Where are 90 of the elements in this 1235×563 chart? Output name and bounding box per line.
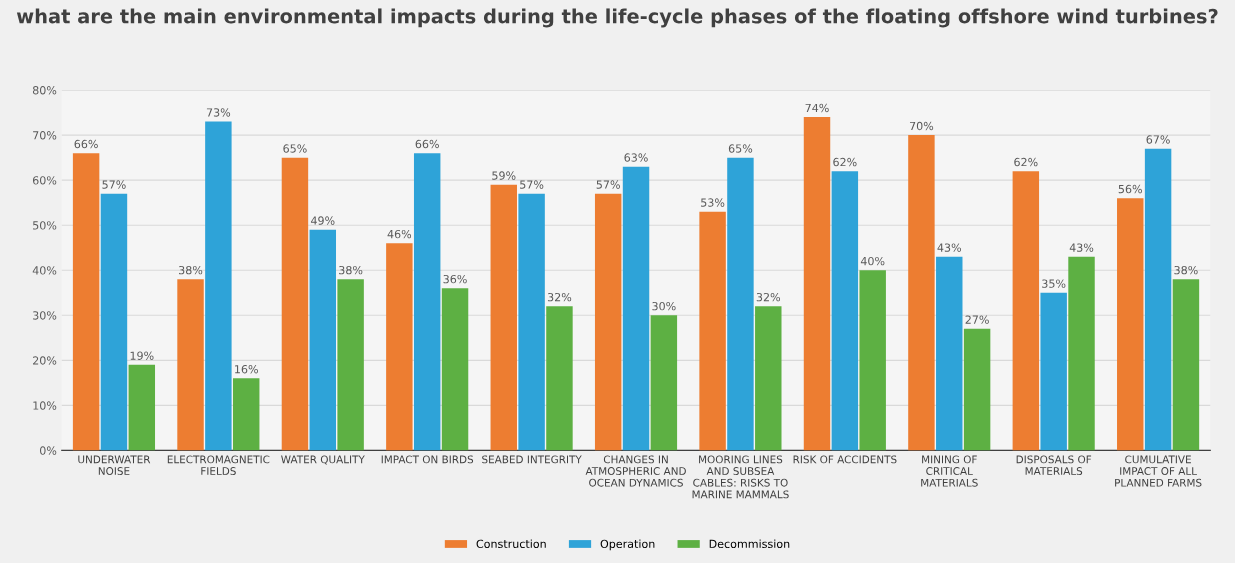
data-label: 16% — [235, 365, 258, 374]
data-label: 40% — [860, 256, 885, 266]
legend-label: Construction — [476, 539, 546, 549]
x-tick-label: CHANGES IN ATMOSPHERIC AND OCEAN DYNAMICS — [585, 455, 686, 487]
data-label: 67% — [1146, 135, 1170, 144]
x-tick-label: ELECTROMAGNETIC FIELDS — [167, 455, 270, 475]
data-label: 32% — [756, 292, 781, 302]
bar — [177, 279, 204, 451]
bar — [100, 193, 128, 451]
x-tick-label: MOORING LINES AND SUBSEA CABLES: RISKS TO MARINE MAMMALS — [692, 455, 789, 499]
y-tick-label: 20% — [33, 356, 57, 365]
bar — [594, 193, 622, 451]
bar — [1144, 148, 1172, 451]
data-label: 62% — [1014, 157, 1038, 167]
data-label: 66% — [74, 139, 98, 149]
bar — [546, 306, 573, 451]
legend-label: Decommission — [709, 539, 790, 549]
data-label: 30% — [652, 301, 676, 311]
bar — [337, 279, 364, 451]
bar — [803, 117, 831, 451]
data-label: 38% — [339, 265, 363, 275]
legend-label: Operation — [600, 539, 655, 551]
y-tick-label: 30% — [33, 311, 57, 320]
data-label: 63% — [624, 153, 648, 162]
data-label: 57% — [596, 180, 620, 189]
chart-title: what are the main environmental impacts during the life-cycle phases of the floating offshore wind turbines? — [16, 8, 1218, 28]
data-label: 49% — [310, 216, 335, 225]
data-label: 57% — [520, 180, 544, 189]
y-tick-label: 10% — [33, 401, 57, 410]
bar — [727, 157, 754, 451]
data-label: 57% — [102, 180, 126, 189]
bar — [1012, 171, 1040, 451]
y-tick-label: 70% — [33, 131, 57, 140]
bar — [413, 153, 441, 451]
data-label: 27% — [965, 315, 989, 324]
bar — [441, 288, 469, 451]
data-label: 65% — [728, 144, 753, 153]
data-label: 32% — [547, 292, 572, 302]
bar — [1172, 279, 1200, 451]
data-label: 46% — [387, 229, 412, 239]
bar — [72, 153, 100, 451]
bar — [309, 229, 337, 451]
data-label: 38% — [1174, 265, 1198, 275]
bar — [1040, 292, 1067, 451]
data-label: 43% — [937, 243, 961, 252]
bar — [1117, 198, 1144, 451]
bar — [755, 306, 782, 451]
bar — [831, 171, 859, 451]
x-tick-label: DISPOSALS OF MATERIALS — [1016, 455, 1092, 475]
bar — [908, 135, 935, 451]
x-tick-label: RISK OF ACCIDENTS — [793, 455, 897, 464]
y-tick-label: 80% — [32, 86, 57, 95]
data-label: 70% — [909, 121, 934, 131]
bar — [699, 211, 726, 451]
data-label: 35% — [1042, 279, 1066, 288]
data-label: 65% — [283, 144, 307, 153]
bar — [859, 270, 886, 451]
data-label: 38% — [179, 265, 203, 275]
bar — [232, 378, 260, 451]
x-tick-label: CUMULATIVE IMPACT OF ALL PLANNED FARMS — [1115, 455, 1202, 487]
x-tick-label: SEABED INTEGRITY — [482, 455, 582, 464]
x-tick-label: UNDERWATER NOISE — [78, 455, 151, 475]
bar — [281, 157, 309, 451]
x-tick-label: WATER QUALITY — [281, 455, 365, 465]
bar — [650, 315, 678, 451]
data-label: 74% — [805, 103, 829, 113]
data-label: 62% — [833, 157, 857, 167]
bar — [963, 328, 991, 451]
x-tick-label: IMPACT ON BIRDS — [381, 455, 474, 464]
data-label: 73% — [206, 108, 231, 117]
bar — [622, 166, 650, 451]
bar — [490, 184, 517, 451]
y-tick-label: 0% — [39, 446, 57, 455]
y-tick-label: 40% — [32, 266, 57, 275]
bar — [386, 243, 413, 451]
bar — [1068, 256, 1095, 451]
bar — [936, 256, 963, 451]
bar — [518, 193, 545, 451]
data-label: 43% — [1069, 243, 1094, 252]
x-tick-label: MINING OF CRITICAL MATERIALS — [921, 455, 978, 487]
data-label: 66% — [415, 139, 439, 149]
y-tick-label: 50% — [33, 221, 57, 230]
y-tick-label: 60% — [32, 176, 57, 185]
data-label: 56% — [1118, 184, 1142, 194]
bar — [205, 121, 232, 451]
data-label: 36% — [443, 274, 467, 284]
data-label: 19% — [130, 351, 154, 360]
bar — [128, 364, 156, 451]
data-label: 53% — [701, 198, 725, 207]
data-label: 59% — [492, 171, 516, 180]
